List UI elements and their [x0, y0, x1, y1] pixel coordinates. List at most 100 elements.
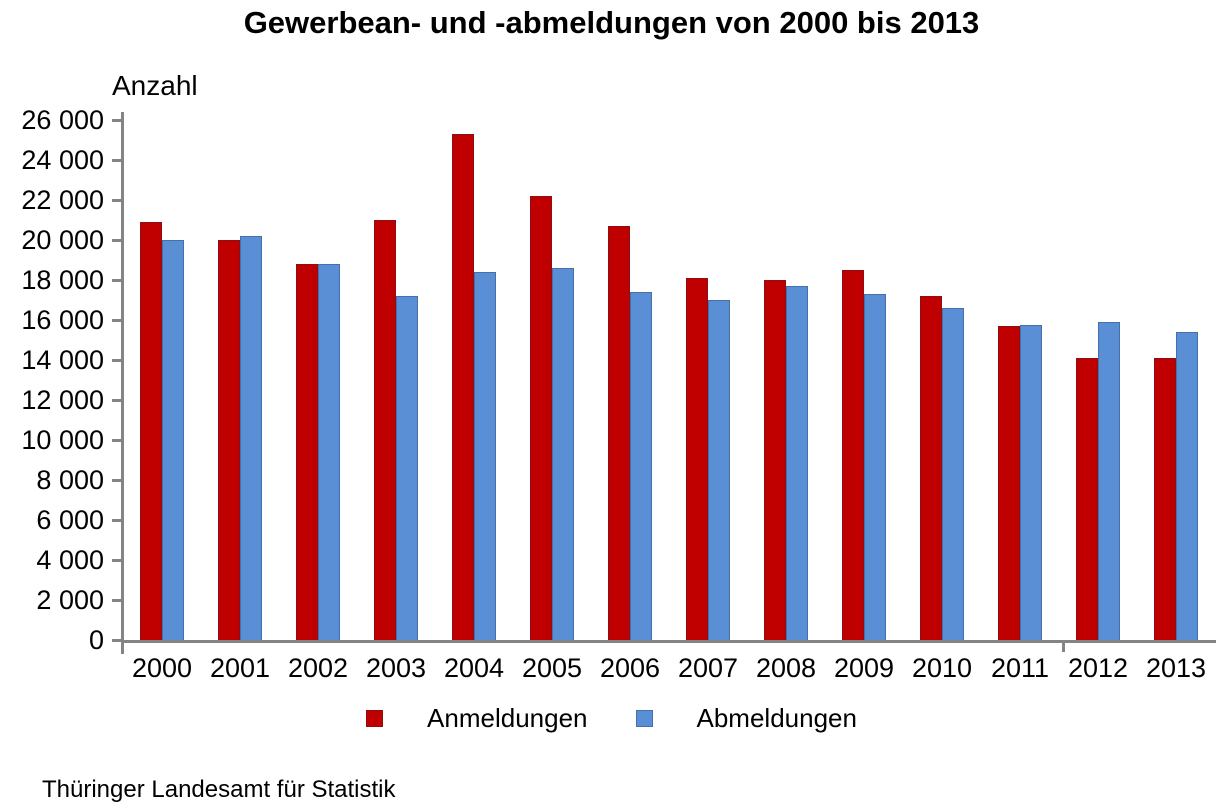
y-tick-label: 0: [88, 625, 104, 655]
x-axis-label-2012: 2012: [1067, 653, 1129, 683]
bar-abmeldungen-2013: [1176, 332, 1198, 640]
x-axis-label-2007: 2007: [677, 653, 739, 683]
bar-anmeldungen-2006: [608, 226, 630, 640]
bar-group-2005: [513, 120, 591, 640]
legend-item-abmeldungen: Abmeldungen: [635, 702, 857, 734]
bar-abmeldungen-2011: [1020, 325, 1042, 640]
x-axis-label-2006: 2006: [599, 653, 661, 683]
bar-anmeldungen-2003: [374, 220, 396, 640]
y-tick-mark: [112, 559, 123, 562]
bar-abmeldungen-2007: [708, 300, 730, 640]
bar-abmeldungen-2005: [552, 268, 574, 640]
x-axis-label-2000: 2000: [131, 653, 193, 683]
bar-anmeldungen-2013: [1154, 358, 1176, 640]
y-tick-label: 24 000: [21, 145, 104, 175]
bar-group-2013: [1137, 120, 1215, 640]
bar-anmeldungen-2009: [842, 270, 864, 640]
x-axis-label-2011: 2011: [990, 653, 1050, 683]
y-tick-mark: [112, 439, 123, 442]
y-tick-mark: [112, 359, 123, 362]
y-tick-label: 4 000: [36, 545, 104, 575]
bar-anmeldungen-2001: [218, 240, 240, 640]
y-tick-label: 18 000: [21, 265, 104, 295]
bar-group-2004: [435, 120, 513, 640]
y-tick-mark: [112, 399, 123, 402]
legend: Anmeldungen Abmeldungen: [0, 701, 1223, 735]
bar-anmeldungen-2011: [998, 326, 1020, 640]
x-axis-label-2009: 2009: [833, 653, 895, 683]
legend-swatch-abmeldungen-icon: [635, 709, 653, 727]
bar-group-2007: [669, 120, 747, 640]
y-tick-mark: [112, 599, 123, 602]
y-tick-mark: [112, 159, 123, 162]
y-tick-mark: [112, 119, 123, 122]
bar-abmeldungen-2010: [942, 308, 964, 640]
bar-group-2008: [747, 120, 825, 640]
y-tick-label: 8 000: [36, 465, 104, 495]
source-text: Thüringer Landesamt für Statistik: [42, 776, 396, 803]
y-tick-label: 10 000: [21, 425, 104, 455]
y-tick-label: 12 000: [21, 385, 104, 415]
bar-group-2010: [903, 120, 981, 640]
x-axis-line: [121, 640, 1216, 643]
bar-anmeldungen-2008: [764, 280, 786, 640]
y-tick-label: 2 000: [36, 585, 104, 615]
bar-group-2012: [1059, 120, 1137, 640]
bar-group-2001: [201, 120, 279, 640]
bar-anmeldungen-2004: [452, 134, 474, 640]
bar-anmeldungen-2012: [1076, 358, 1098, 640]
bar-abmeldungen-2000: [162, 240, 184, 640]
y-tick-mark: [112, 279, 123, 282]
x-axis-label-2001: 2001: [209, 653, 271, 683]
x-axis-label-2005: 2005: [521, 653, 583, 683]
y-tick-mark: [112, 519, 123, 522]
bar-group-2003: [357, 120, 435, 640]
x-axis-tick: [1062, 643, 1065, 652]
x-axis-label-2003: 2003: [365, 653, 427, 683]
bar-anmeldungen-2000: [140, 222, 162, 640]
bar-group-2000: [123, 120, 201, 640]
x-axis-label-2010: 2010: [911, 653, 973, 683]
bar-abmeldungen-2012: [1098, 322, 1120, 640]
legend-item-anmeldungen: Anmeldungen: [366, 702, 588, 734]
y-tick-mark: [112, 319, 123, 322]
bar-anmeldungen-2002: [296, 264, 318, 640]
y-tick-label: 14 000: [21, 345, 104, 375]
y-tick-mark: [112, 239, 123, 242]
y-tick-mark: [112, 479, 123, 482]
bar-anmeldungen-2010: [920, 296, 942, 640]
bar-group-2011: [981, 120, 1059, 640]
chart-title: Gewerbean- und -abmeldungen von 2000 bis…: [243, 5, 980, 40]
bar-group-2006: [591, 120, 669, 640]
legend-label-anmeldungen: Anmeldungen: [427, 702, 588, 733]
bar-group-2009: [825, 120, 903, 640]
x-axis-label-2002: 2002: [287, 653, 349, 683]
bar-abmeldungen-2004: [474, 272, 496, 640]
y-axis-title: Anzahl: [112, 70, 198, 101]
x-axis-label-2008: 2008: [755, 653, 817, 683]
bar-abmeldungen-2008: [786, 286, 808, 640]
bar-abmeldungen-2006: [630, 292, 652, 640]
x-axis-label-2013: 2013: [1145, 653, 1207, 683]
bar-abmeldungen-2002: [318, 264, 340, 640]
x-axis-labels: 2000 2001 2002 2003 2004 2005 2006 2007 2008 2009…: [123, 653, 1215, 684]
bar-anmeldungen-2007: [686, 278, 708, 640]
plot-area: [123, 120, 1215, 640]
y-tick-mark: [112, 639, 123, 642]
bar-abmeldungen-2009: [864, 294, 886, 640]
bar-abmeldungen-2003: [396, 296, 418, 640]
x-axis-label-2004: 2004: [443, 653, 505, 683]
y-tick-label: 26 000: [21, 105, 104, 135]
y-tick-label: 6 000: [36, 505, 104, 535]
y-tick-label: 16 000: [21, 305, 104, 335]
bar-group-2002: [279, 120, 357, 640]
y-axis-line: [121, 112, 124, 654]
y-tick-mark: [112, 199, 123, 202]
y-tick-label: 20 000: [21, 225, 104, 255]
legend-label-abmeldungen: Abmeldungen: [696, 702, 857, 733]
bar-anmeldungen-2005: [530, 196, 552, 640]
y-tick-label: 22 000: [21, 185, 104, 215]
bar-abmeldungen-2001: [240, 236, 262, 640]
legend-swatch-anmeldungen-icon: [366, 709, 384, 727]
